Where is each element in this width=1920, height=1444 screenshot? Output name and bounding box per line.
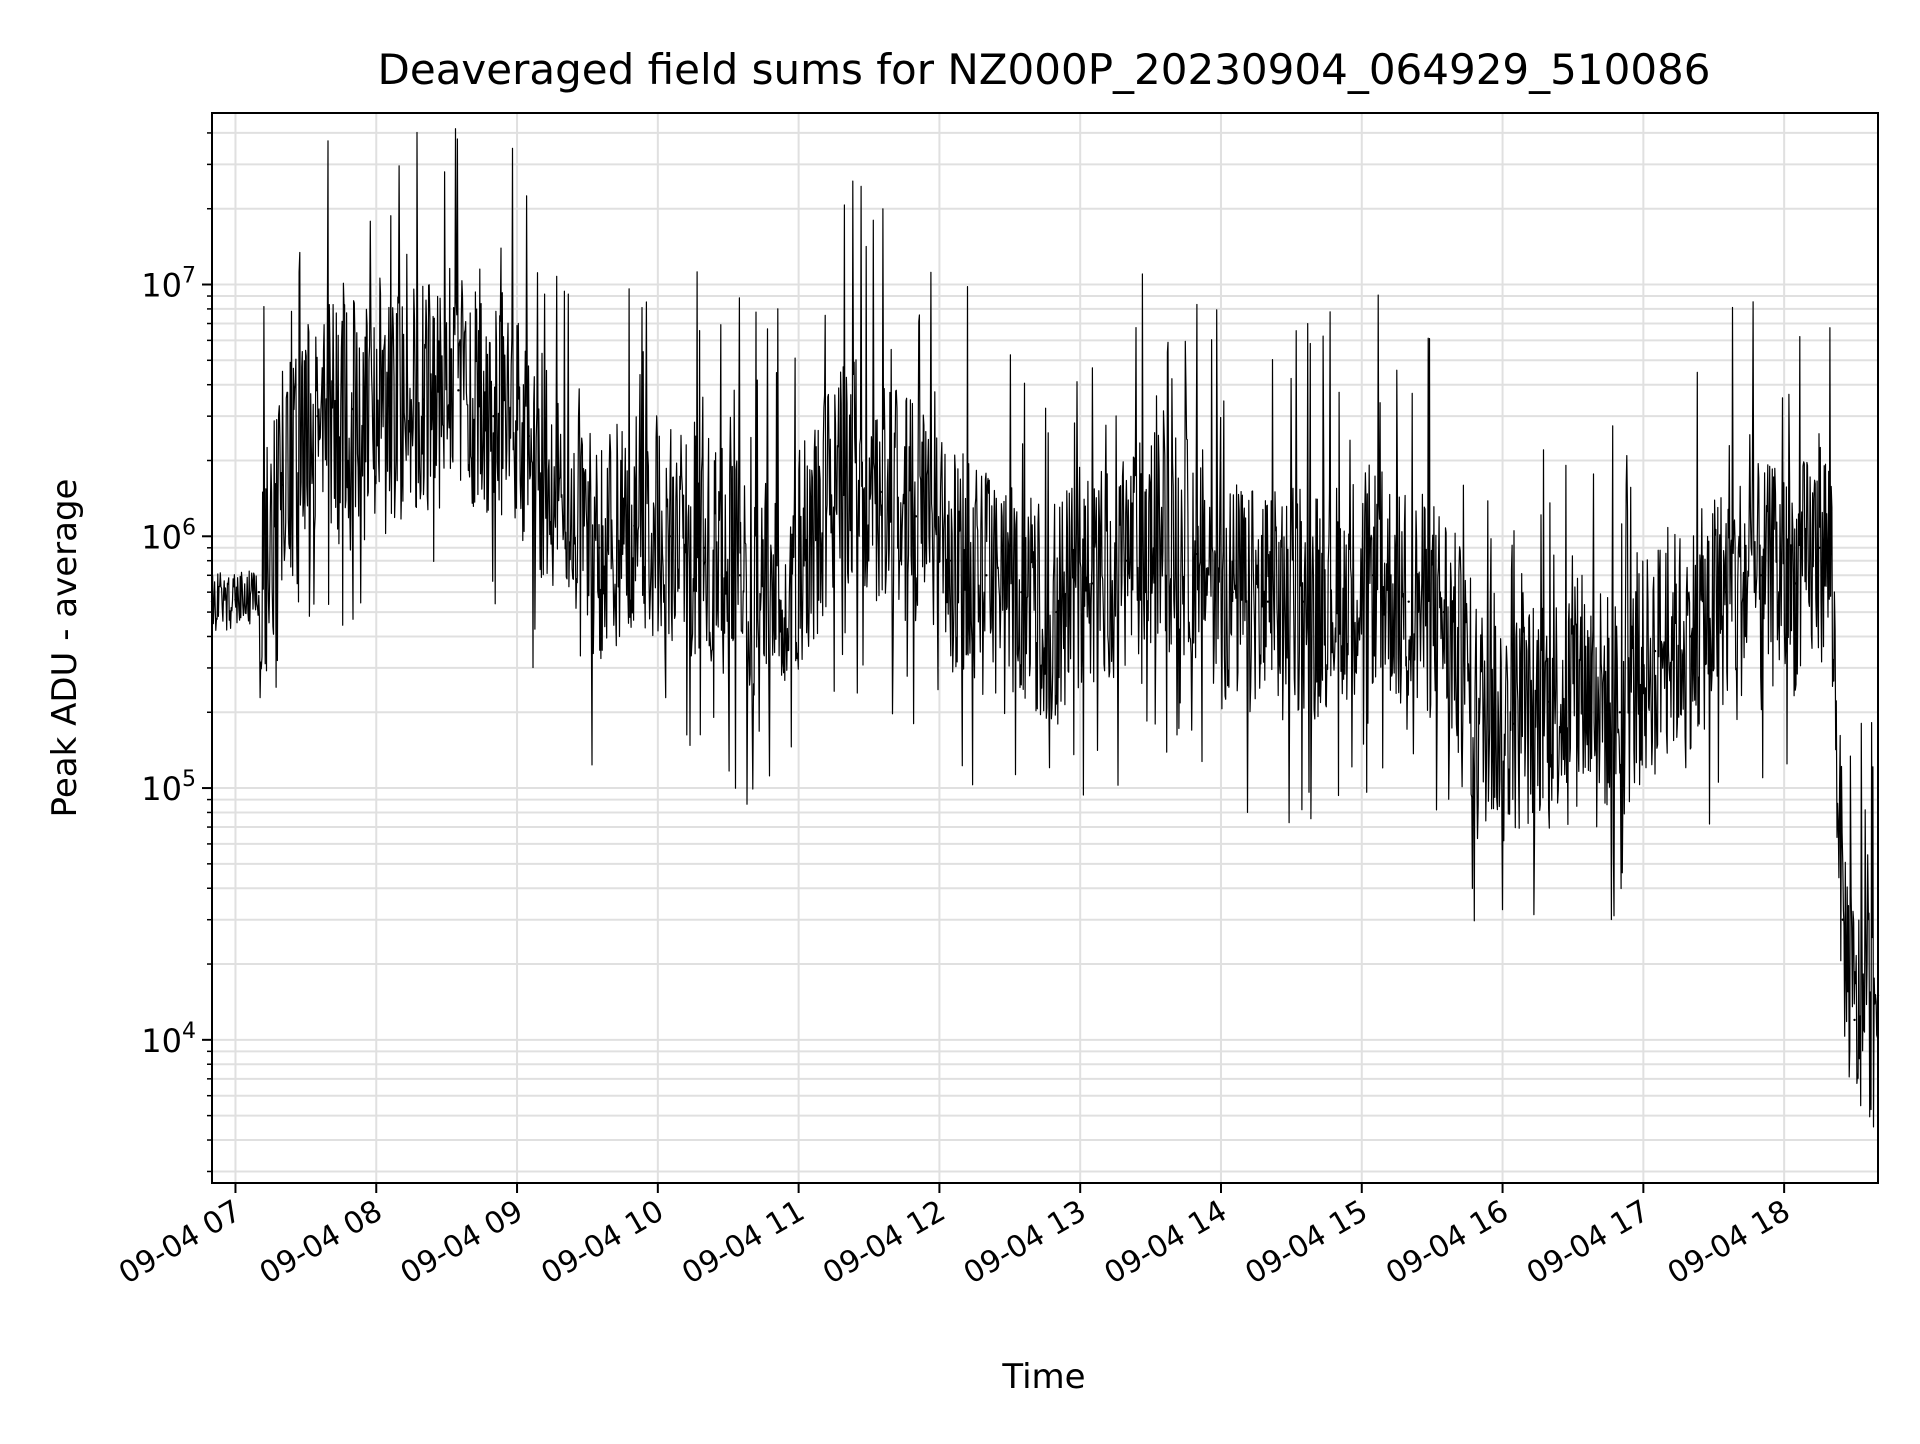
data-point xyxy=(1161,535,1164,538)
data-point xyxy=(1841,918,1845,921)
data-point xyxy=(597,546,601,550)
data-point xyxy=(457,389,460,392)
data-point xyxy=(1583,686,1586,690)
data-point xyxy=(386,404,390,407)
y-tick-label: 105 xyxy=(141,767,196,808)
data-point xyxy=(1794,582,1798,585)
data-point xyxy=(773,590,777,594)
data-point xyxy=(1513,722,1516,725)
data-point xyxy=(633,524,636,528)
data-point xyxy=(844,459,847,462)
data-point xyxy=(1829,552,1833,556)
data-point xyxy=(1337,590,1340,594)
x-tick-label: 09-04 15 xyxy=(1239,1194,1373,1292)
data-point xyxy=(1442,610,1446,614)
data-line xyxy=(211,128,1879,1128)
data-point xyxy=(738,574,742,577)
y-axis-label: Peak ADU - average xyxy=(45,479,85,818)
data-point xyxy=(985,574,988,577)
x-axis-label: Time xyxy=(1001,1357,1085,1397)
data-point xyxy=(1477,711,1481,714)
plot-frame xyxy=(211,112,1879,1184)
x-tick-label: 09-04 16 xyxy=(1380,1194,1514,1292)
x-axis: 09-04 07 09-04 08 09-04 09 09-04 10 09-04 11… xyxy=(113,1183,1796,1291)
data-point xyxy=(1618,711,1622,714)
data-point xyxy=(914,515,918,518)
x-tick-label: 09-04 08 xyxy=(254,1194,388,1292)
data-point xyxy=(1724,590,1727,594)
data-point xyxy=(949,559,953,562)
data-point xyxy=(1301,600,1305,603)
data-point xyxy=(562,515,566,518)
data-point xyxy=(1231,590,1234,594)
data-point xyxy=(1818,546,1821,550)
x-tick-label: 09-04 09 xyxy=(395,1194,529,1292)
data-point xyxy=(1055,610,1058,614)
data-point xyxy=(1266,600,1270,603)
data-point xyxy=(316,414,319,418)
data-point xyxy=(703,546,706,550)
x-tick-label: 09-04 13 xyxy=(958,1194,1092,1292)
data-point xyxy=(1090,582,1094,585)
data-point xyxy=(1196,552,1199,556)
data-point xyxy=(1853,1018,1856,1022)
data-point xyxy=(1653,649,1657,653)
x-tick-label: 09-04 11 xyxy=(676,1194,810,1292)
x-tick-label: 09-04 18 xyxy=(1662,1194,1796,1292)
data-point xyxy=(1125,559,1129,562)
data-point xyxy=(1548,700,1551,704)
data-point xyxy=(1689,635,1692,638)
data-point xyxy=(421,398,425,401)
data-point xyxy=(668,535,671,538)
data-point xyxy=(234,598,237,601)
y-tick-label: 107 xyxy=(141,264,196,305)
data-point xyxy=(281,483,284,487)
data-point xyxy=(809,535,812,538)
x-tick-label: 09-04 12 xyxy=(817,1194,951,1292)
data-point xyxy=(257,590,261,594)
y-tick-label: 104 xyxy=(141,1019,196,1060)
data-point xyxy=(1407,600,1410,603)
data-point xyxy=(1020,590,1023,594)
data-point xyxy=(527,434,530,438)
x-tick-label: 09-04 07 xyxy=(113,1194,247,1292)
data-point xyxy=(492,414,495,418)
y-tick-label: 106 xyxy=(141,515,196,556)
x-tick-label: 09-04 17 xyxy=(1521,1194,1655,1292)
data-point xyxy=(351,407,354,411)
x-tick-label: 09-04 10 xyxy=(536,1194,670,1292)
data-point xyxy=(1372,574,1375,577)
chart-title: Deaveraged field sums for NZ000P_2023090… xyxy=(378,45,1711,94)
plot-data xyxy=(210,128,1880,1128)
x-tick-label: 09-04 14 xyxy=(1099,1194,1233,1292)
y-axis: 104 105 106 107 xyxy=(141,132,212,1173)
data-point xyxy=(1759,574,1762,577)
data-point xyxy=(879,490,882,494)
